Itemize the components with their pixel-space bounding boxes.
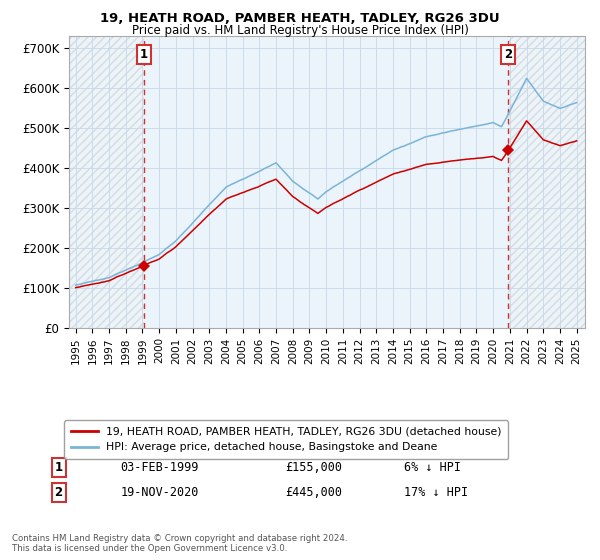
Text: 1: 1 [55, 461, 63, 474]
Legend: 19, HEATH ROAD, PAMBER HEATH, TADLEY, RG26 3DU (detached house), HPI: Average pr: 19, HEATH ROAD, PAMBER HEATH, TADLEY, RG… [64, 421, 508, 459]
Bar [69, 36, 144, 328]
Bar [508, 36, 585, 328]
Text: 1: 1 [140, 48, 148, 61]
Bar [144, 36, 508, 328]
Text: £445,000: £445,000 [286, 486, 343, 498]
Text: 2: 2 [55, 486, 63, 498]
Text: Price paid vs. HM Land Registry's House Price Index (HPI): Price paid vs. HM Land Registry's House … [131, 24, 469, 36]
Text: Contains HM Land Registry data © Crown copyright and database right 2024.
This d: Contains HM Land Registry data © Crown c… [12, 534, 347, 553]
Text: £155,000: £155,000 [286, 461, 343, 474]
Text: 2: 2 [504, 48, 512, 61]
Text: 03-FEB-1999: 03-FEB-1999 [121, 461, 199, 474]
Text: 19, HEATH ROAD, PAMBER HEATH, TADLEY, RG26 3DU: 19, HEATH ROAD, PAMBER HEATH, TADLEY, RG… [100, 12, 500, 25]
Text: 19-NOV-2020: 19-NOV-2020 [121, 486, 199, 498]
Text: 17% ↓ HPI: 17% ↓ HPI [404, 486, 469, 498]
Text: 6% ↓ HPI: 6% ↓ HPI [404, 461, 461, 474]
